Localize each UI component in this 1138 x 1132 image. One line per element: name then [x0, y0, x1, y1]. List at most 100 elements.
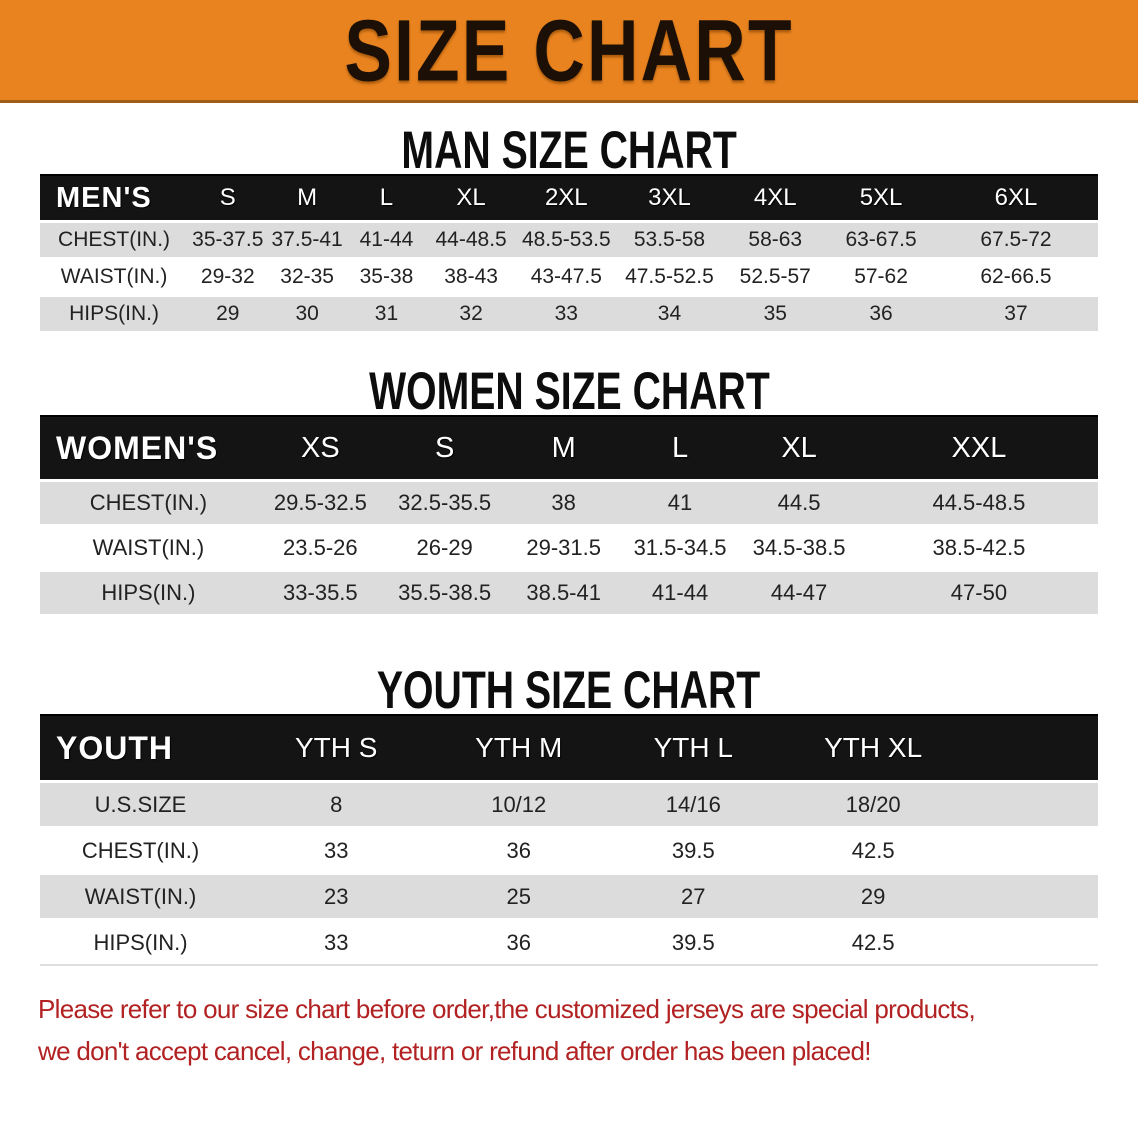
disclaimer-line-2: we don't accept cancel, change, teturn o… [38, 1036, 871, 1066]
youth-section-heading: YOUTH SIZE CHART [377, 661, 761, 720]
size-value-cell: 38 [505, 480, 622, 527]
size-column-header: YTH L [606, 714, 781, 783]
size-value-cell: 41 [621, 480, 739, 527]
size-column-header: YTH M [431, 714, 607, 783]
size-value-cell: 58-63 [722, 221, 829, 260]
size-value-cell: 57-62 [828, 258, 934, 297]
size-value-cell: 48.5-53.5 [516, 221, 617, 260]
size-value-cell: 63-67.5 [828, 221, 934, 260]
size-value-cell: 44-48.5 [426, 221, 517, 260]
mens-size-table: MEN'S S M L XL 2XL 3XL 4XL 5XL 6XL CHEST(IN.) 35-… [40, 174, 1098, 334]
size-value-cell: 44-47 [738, 570, 860, 617]
banner-title: SIZE CHART [344, 1, 794, 99]
row-spacer-cell [965, 873, 1098, 921]
disclaimer: Please refer to our size chart before or… [38, 988, 1118, 1072]
size-value-cell: 36 [431, 919, 607, 966]
size-value-cell: 39.5 [606, 919, 781, 966]
size-value-cell: 44.5 [738, 480, 860, 527]
measurement-row: CHEST(IN.) 33 36 39.5 42.5 [40, 827, 1098, 875]
size-column-header: L [621, 415, 739, 482]
size-chart-banner: SIZE CHART [0, 0, 1138, 103]
size-value-cell: 42.5 [780, 919, 966, 966]
size-column-header: XL [738, 415, 860, 482]
measurement-row: U.S.SIZE 8 10/12 14/16 18/20 [40, 781, 1098, 829]
size-value-cell: 25 [431, 873, 607, 921]
size-value-cell: 33 [241, 919, 432, 966]
size-value-cell: 27 [606, 873, 781, 921]
youth-header-row: YOUTH YTH S YTH M YTH L YTH XL [40, 714, 1098, 783]
youth-table-label: YOUTH [40, 714, 242, 783]
size-column-header: 5XL [828, 174, 934, 223]
row-spacer-cell [965, 781, 1098, 829]
youth-size-table: YOUTH YTH S YTH M YTH L YTH XL U.S.SIZE 8 10/… [40, 714, 1098, 966]
measurement-row-label: HIPS(IN.) [40, 919, 242, 966]
measurement-row: CHEST(IN.) 35-37.5 37.5-41 41-44 44-48.5 48.5… [40, 221, 1098, 260]
measurement-row: HIPS(IN.) 29 30 31 32 33 34 35 36 37 [40, 295, 1098, 334]
row-spacer-cell [965, 919, 1098, 966]
size-value-cell: 43-47.5 [516, 258, 617, 297]
measurement-row: HIPS(IN.) 33-35.5 35.5-38.5 38.5-41 41-44 44-… [40, 570, 1098, 617]
size-value-cell: 29.5-32.5 [256, 480, 384, 527]
header-spacer-cell [965, 714, 1098, 783]
size-value-cell: 29-31.5 [505, 525, 622, 572]
size-value-cell: 36 [431, 827, 607, 875]
size-value-cell: 23.5-26 [256, 525, 384, 572]
disclaimer-line-1: Please refer to our size chart before or… [38, 994, 976, 1024]
mens-table-label: MEN'S [40, 174, 189, 223]
size-value-cell: 38-43 [426, 258, 517, 297]
size-value-cell: 47.5-52.5 [616, 258, 723, 297]
size-value-cell: 37.5-41 [267, 221, 347, 260]
size-value-cell: 35-38 [346, 258, 427, 297]
size-value-cell: 52.5-57 [722, 258, 829, 297]
measurement-row-label: WAIST(IN.) [40, 525, 257, 572]
youth-section: YOUTH SIZE CHART YOUTH YTH S YTH M YTH L YT… [0, 617, 1138, 966]
size-value-cell: 33 [516, 295, 617, 334]
size-value-cell: 47-50 [859, 570, 1098, 617]
measurement-row: WAIST(IN.) 29-32 32-35 35-38 38-43 43-47.5 47.… [40, 258, 1098, 297]
size-value-cell: 41-44 [621, 570, 739, 617]
womens-size-table: WOMEN'S XS S M L XL XXL CHEST(IN.) 29.5-32.5 32… [40, 415, 1098, 617]
measurement-row: WAIST(IN.) 23 25 27 29 [40, 873, 1098, 921]
size-value-cell: 44.5-48.5 [859, 480, 1098, 527]
size-value-cell: 35 [722, 295, 829, 334]
size-value-cell: 67.5-72 [933, 221, 1098, 260]
size-value-cell: 29-32 [188, 258, 268, 297]
size-value-cell: 31.5-34.5 [621, 525, 739, 572]
size-value-cell: 18/20 [780, 781, 966, 829]
size-column-header: 3XL [616, 174, 723, 223]
mens-section-heading: MAN SIZE CHART [401, 121, 737, 180]
measurement-row-label: WAIST(IN.) [40, 258, 189, 297]
measurement-row-label: CHEST(IN.) [40, 480, 257, 527]
measurement-row-label: U.S.SIZE [40, 781, 242, 829]
size-value-cell: 32.5-35.5 [383, 480, 506, 527]
size-value-cell: 31 [346, 295, 427, 334]
size-column-header: L [346, 174, 427, 223]
size-column-header: 6XL [933, 174, 1098, 223]
size-value-cell: 53.5-58 [616, 221, 723, 260]
size-column-header: 4XL [722, 174, 829, 223]
size-value-cell: 36 [828, 295, 934, 334]
womens-section-heading: WOMEN SIZE CHART [368, 362, 770, 421]
size-value-cell: 29 [780, 873, 966, 921]
size-value-cell: 34.5-38.5 [738, 525, 860, 572]
size-value-cell: 14/16 [606, 781, 781, 829]
measurement-row-label: WAIST(IN.) [40, 873, 242, 921]
size-value-cell: 34 [616, 295, 723, 334]
size-value-cell: 23 [241, 873, 432, 921]
size-column-header: YTH S [241, 714, 432, 783]
womens-table-label: WOMEN'S [40, 415, 257, 482]
womens-header-row: WOMEN'S XS S M L XL XXL [40, 415, 1098, 482]
size-value-cell: 29 [188, 295, 268, 334]
row-spacer-cell [965, 827, 1098, 875]
size-value-cell: 38.5-41 [505, 570, 622, 617]
youth-section-heading-wrap: YOUTH SIZE CHART [0, 617, 1138, 720]
size-value-cell: 32-35 [267, 258, 347, 297]
size-column-header: M [505, 415, 622, 482]
size-column-header: S [188, 174, 268, 223]
womens-section-heading-wrap: WOMEN SIZE CHART [0, 334, 1138, 421]
mens-header-row: MEN'S S M L XL 2XL 3XL 4XL 5XL 6XL [40, 174, 1098, 223]
size-value-cell: 41-44 [346, 221, 427, 260]
size-column-header: YTH XL [780, 714, 966, 783]
measurement-row-label: CHEST(IN.) [40, 827, 242, 875]
size-column-header: S [383, 415, 506, 482]
